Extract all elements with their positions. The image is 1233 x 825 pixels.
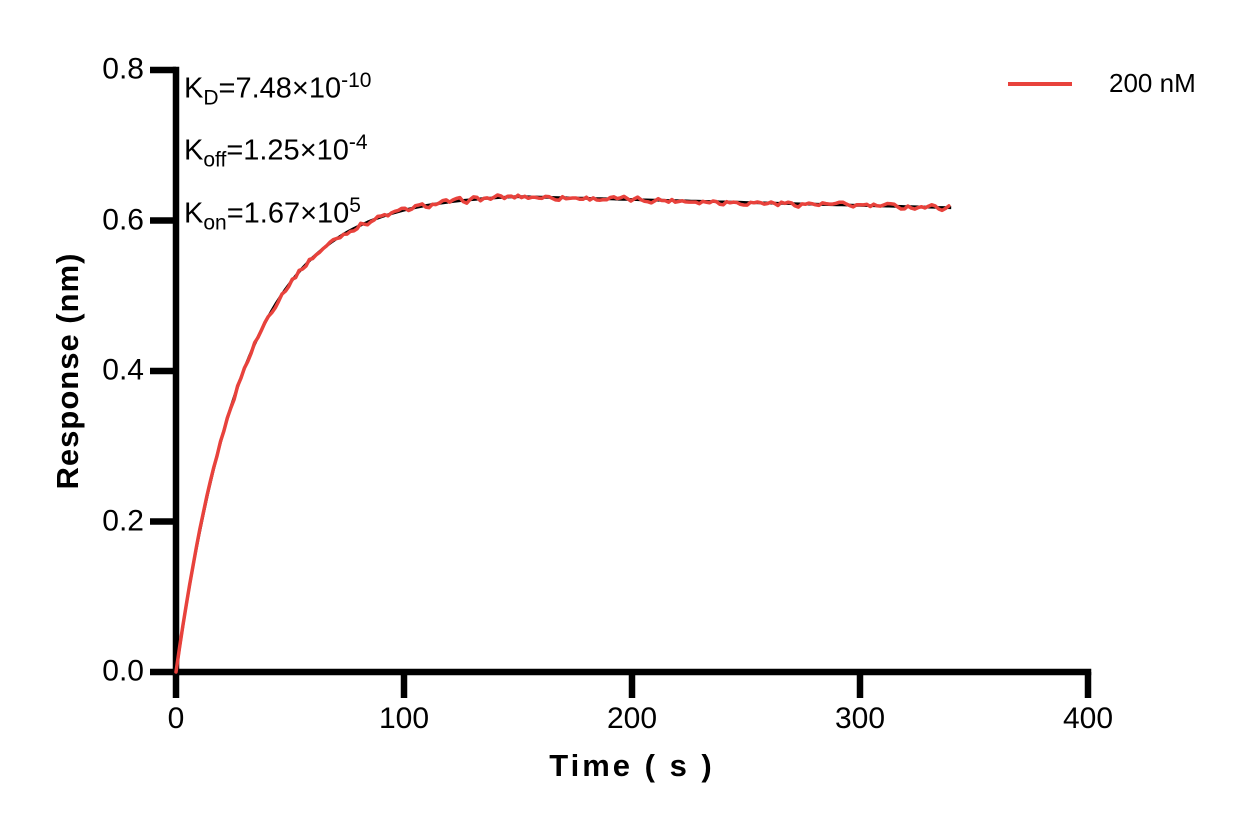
y-tick-label: 0.4 (102, 353, 144, 387)
x-tick-label: 0 (167, 702, 185, 735)
y-tick-label: 0.8 (102, 52, 144, 86)
x-tick-label: 400 (1062, 702, 1114, 735)
kinetics-annotations: KD=7.48×10-10 Koff=1.25×10-4 Kon=1.67×105 (184, 58, 371, 245)
legend-label: 200 nM (1109, 68, 1196, 98)
y-tick-label: 0.6 (102, 202, 144, 236)
kinetics-annotation: KD=7.48×10-10 (184, 69, 372, 110)
x-tick-label: 100 (378, 702, 430, 735)
legend: 200 nM (1005, 68, 1196, 99)
y-tick-label: 0.2 (102, 503, 144, 537)
x-tick-label: 200 (606, 702, 658, 735)
x-axis-title: Time ( s ) (549, 748, 715, 783)
kinetics-annotation: Koff=1.25×10-4 (184, 131, 368, 172)
kinetics-annotation: Kon=1.67×105 (184, 193, 361, 235)
x-tick-label: 300 (834, 702, 886, 735)
data-curve-200nM (174, 193, 951, 674)
fit-curve (174, 195, 952, 673)
y-tick-label: 0.0 (102, 654, 144, 688)
legend-line-icon (1008, 81, 1072, 86)
